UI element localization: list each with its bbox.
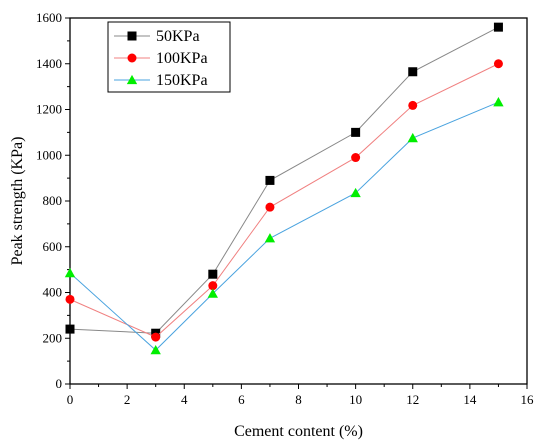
- data-point: [351, 127, 361, 137]
- x-tick-label: 12: [406, 392, 419, 407]
- legend-label: 150KPa: [156, 72, 208, 89]
- data-point: [126, 74, 138, 85]
- y-axis-ticks: 0 200 400 600 800 1000 1200 1400 1600: [36, 10, 70, 391]
- data-point: [350, 187, 361, 198]
- data-point: [207, 288, 218, 298]
- data-point: [493, 97, 504, 107]
- data-point: [408, 67, 418, 77]
- series-100kpa: [65, 59, 503, 342]
- data-point: [407, 132, 418, 143]
- y-tick-label: 600: [43, 239, 63, 254]
- x-tick-label: 14: [463, 392, 477, 407]
- data-point: [265, 175, 275, 185]
- data-point: [208, 281, 218, 291]
- data-point: [151, 332, 161, 342]
- x-tick-label: 16: [521, 392, 535, 407]
- data-point: [150, 344, 161, 355]
- data-point: [493, 22, 503, 32]
- y-tick-label: 200: [43, 330, 63, 345]
- x-axis-ticks: 0 2 4 6 8 10 12 14 16: [67, 384, 534, 407]
- x-tick-label: 10: [349, 392, 362, 407]
- legend: 50KPa 100KPa 150KPa: [107, 21, 231, 93]
- series-150kpa: [64, 97, 504, 355]
- y-tick-label: 800: [43, 193, 63, 208]
- x-axis-title: Cement content (%): [234, 423, 363, 440]
- data-point: [127, 31, 137, 41]
- legend-label: 100KPa: [156, 50, 208, 67]
- data-point: [493, 59, 503, 69]
- y-tick-label: 1600: [36, 10, 62, 25]
- x-tick-label: 6: [238, 392, 245, 407]
- data-point: [351, 153, 361, 163]
- series-line: [69, 101, 499, 351]
- data-point: [408, 100, 418, 110]
- x-tick-label: 0: [67, 392, 74, 407]
- legend-item: 100KPa: [114, 50, 208, 67]
- y-tick-label: 1000: [36, 147, 62, 162]
- data-point: [65, 324, 75, 334]
- data-point: [64, 267, 76, 278]
- series-layer: [64, 22, 504, 355]
- y-tick-label: 1200: [36, 102, 62, 117]
- legend-item: 50KPa: [114, 28, 200, 45]
- x-tick-label: 8: [295, 392, 302, 407]
- x-tick-label: 2: [124, 392, 131, 407]
- series-line: [69, 63, 499, 338]
- y-tick-label: 1400: [36, 56, 62, 71]
- y-axis-title: Peak strength (KPa): [9, 137, 26, 266]
- data-point: [264, 233, 276, 243]
- legend-item: 150KPa: [114, 72, 208, 89]
- legend-label: 50KPa: [156, 28, 200, 45]
- x-tick-label: 4: [181, 392, 188, 407]
- y-tick-label: 0: [56, 376, 63, 391]
- data-point: [265, 202, 275, 212]
- data-point: [208, 269, 218, 279]
- data-point: [65, 294, 75, 304]
- data-point: [127, 53, 137, 63]
- y-tick-label: 400: [43, 285, 63, 300]
